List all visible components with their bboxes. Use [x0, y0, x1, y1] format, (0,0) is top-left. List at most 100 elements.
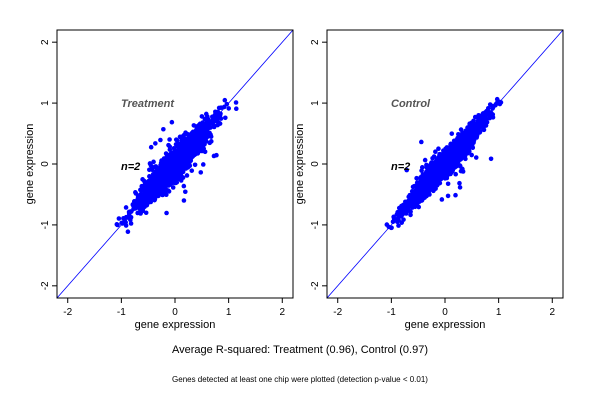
scatter-point	[433, 149, 438, 155]
y-tick-label: -2	[310, 281, 321, 290]
scatter-point	[183, 189, 188, 195]
y-tick-label: 2	[40, 39, 51, 45]
scatter-point	[177, 170, 183, 176]
x-axis-label: gene expression	[405, 319, 486, 331]
scatter-point	[480, 116, 486, 122]
scatter-point	[398, 214, 404, 219]
scatter-point	[439, 197, 445, 202]
scatter-point	[485, 109, 490, 114]
scatter-point	[440, 174, 445, 179]
scatter-point	[147, 161, 153, 166]
scatter-point	[233, 100, 239, 105]
scatter-point	[165, 161, 170, 166]
scatter-point	[149, 173, 155, 179]
scatter-point	[419, 176, 424, 182]
scatter-point	[191, 146, 197, 152]
identity-line	[327, 30, 563, 298]
scatter-point	[223, 115, 228, 121]
y-tick-label: 0	[40, 161, 51, 167]
y-tick-label: 1	[40, 100, 51, 106]
scatter-point	[448, 161, 454, 167]
scatter-point	[480, 111, 486, 116]
scatter-point	[208, 125, 213, 130]
r-squared-summary: Average R-squared: Treatment (0.96), Con…	[172, 344, 428, 356]
scatter-point	[177, 176, 183, 181]
scatter-point	[405, 199, 410, 205]
scatter-point	[191, 123, 197, 128]
scatter-point	[433, 167, 439, 173]
x-tick-label: 0	[172, 307, 178, 318]
scatter-point	[411, 197, 417, 203]
scatter-point	[190, 130, 196, 135]
scatter-point	[196, 122, 202, 128]
scatter-point	[157, 191, 162, 196]
y-axis-label: gene expression	[24, 124, 36, 205]
scatter-point	[404, 167, 410, 173]
scatter-point	[487, 102, 493, 107]
scatter-point	[449, 131, 455, 136]
scatter-point	[440, 170, 445, 175]
scatter-point	[408, 212, 413, 218]
sample-count-label: n=2	[391, 161, 410, 173]
x-tick-label: -2	[63, 307, 72, 318]
scatter-point	[143, 210, 149, 216]
scatter-point	[476, 130, 481, 135]
scatter-point	[142, 178, 147, 184]
x-tick-label: 1	[226, 307, 232, 318]
scatter-point	[181, 198, 187, 203]
scatter-point	[465, 129, 471, 134]
scatter-point	[419, 139, 424, 145]
scatter-point	[204, 130, 210, 136]
scatter-point	[430, 155, 435, 161]
data-points	[384, 96, 504, 231]
scatter-point	[455, 140, 460, 146]
scatter-point	[138, 191, 144, 197]
scatter-point	[448, 169, 453, 174]
scatter-point	[460, 130, 465, 136]
scatter-point	[153, 141, 158, 146]
scatter-point	[186, 133, 192, 138]
scatter-point	[432, 160, 437, 165]
y-axis-label: gene expression	[294, 124, 306, 205]
scatter-point	[140, 205, 145, 211]
scatter-point	[440, 158, 446, 164]
scatter-point	[215, 122, 220, 128]
y-tick-label: 0	[310, 161, 321, 167]
scatter-point	[181, 183, 187, 189]
scatter-point	[148, 144, 154, 150]
scatter-point	[116, 216, 122, 221]
scatter-point	[445, 181, 451, 187]
detection-note: Genes detected at least one chip were pl…	[172, 375, 428, 384]
scatter-point	[471, 118, 476, 124]
x-tick-label: 0	[442, 307, 448, 318]
scatter-point	[180, 141, 186, 147]
scatter-point	[419, 193, 424, 199]
scatter-point	[173, 174, 179, 180]
group-label: Control	[391, 98, 431, 110]
scatter-point	[460, 166, 465, 172]
scatter-point	[173, 180, 178, 186]
scatter-point	[203, 138, 209, 144]
scatter-point	[189, 151, 194, 157]
scatter-point	[396, 217, 401, 223]
scatter-point	[494, 96, 500, 102]
scatter-point	[153, 193, 159, 199]
scatter-point	[445, 193, 451, 199]
scatter-point	[195, 129, 200, 135]
scatter-point	[133, 191, 139, 196]
group-label: Treatment	[121, 98, 175, 110]
scatter-point	[473, 155, 479, 160]
x-tick-label: 1	[496, 307, 502, 318]
scatter-point	[453, 192, 458, 198]
scatter-point	[161, 188, 167, 193]
scatter-point	[128, 215, 134, 220]
scatter-point	[454, 158, 460, 163]
identity-line	[57, 30, 293, 298]
scatter-point	[437, 153, 442, 159]
scatter-point	[480, 124, 486, 130]
scatter-point	[396, 210, 402, 216]
scatter-point	[442, 151, 447, 156]
scatter-point	[128, 221, 134, 226]
scatter-point	[167, 137, 172, 142]
